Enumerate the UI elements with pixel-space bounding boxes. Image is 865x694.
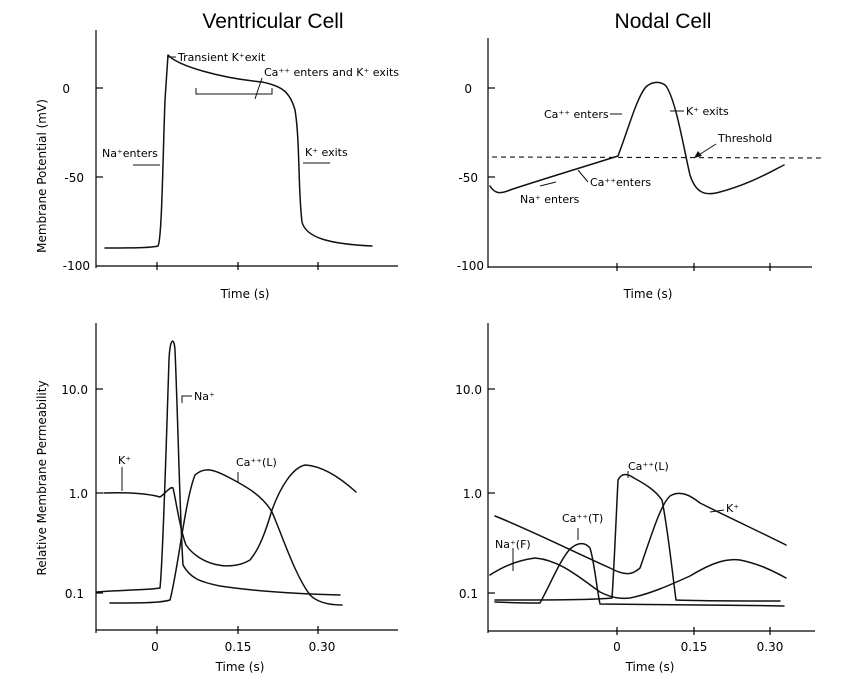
series-k	[494, 492, 787, 575]
panel-top-left: 0 -50 -100 Time (s) Membrane Potential (…	[35, 30, 399, 301]
y-tick-label: -100	[457, 259, 484, 273]
annotation-ca-enters-2: Ca⁺⁺enters	[590, 176, 651, 189]
panel-bottom-left: 10.0 1.0 0.1 0 0.15 0.30 Time (s) Relati…	[35, 323, 398, 674]
y-axis-label: Membrane Potential (mV)	[35, 99, 49, 253]
x-tick-label: 0.30	[309, 640, 336, 654]
label-ca-t: Ca⁺⁺(T)	[562, 512, 603, 525]
leader	[181, 395, 192, 403]
title-nodal: Nodal Cell	[615, 10, 712, 33]
membrane-potential-curve	[104, 54, 373, 249]
label-ca-l: Ca⁺⁺(L)	[236, 456, 277, 469]
series-ca-l	[494, 473, 781, 602]
y-tick-label: 0	[464, 82, 472, 96]
label-ca-l: Ca⁺⁺(L)	[628, 460, 669, 473]
annotation-na-enters: Na⁺enters	[102, 147, 158, 160]
x-tick-label: 0.15	[681, 640, 708, 654]
y-tick-label: 0.1	[459, 587, 478, 601]
x-tick-label: 0.15	[225, 640, 252, 654]
annotation-ca-enters: Ca⁺⁺ enters and K⁺ exits	[264, 66, 399, 79]
y-tick-label: 10.0	[61, 383, 88, 397]
bracket	[195, 88, 273, 95]
panel-bottom-right: 10.0 1.0 0.1 0 0.15 0.30 Time (s) Na⁺(F)…	[455, 323, 815, 674]
label-na: Na⁺	[194, 390, 215, 403]
x-axis-label: Time (s)	[623, 287, 673, 301]
arrow-head	[694, 151, 702, 158]
leader	[709, 509, 725, 513]
series-k	[103, 464, 357, 567]
y-tick-label: 0	[62, 82, 70, 96]
series-ca-t	[494, 542, 785, 607]
series-na	[95, 340, 341, 596]
series-na-f	[489, 557, 787, 600]
leader	[539, 181, 557, 187]
annotation-threshold: Threshold	[717, 132, 772, 145]
membrane-potential-curve	[489, 81, 785, 195]
y-tick-label: 10.0	[455, 383, 482, 397]
x-tick-label: 0	[151, 640, 159, 654]
y-tick-label: -50	[64, 171, 84, 185]
label-k: K⁺	[118, 454, 131, 467]
x-tick-label: 0.30	[757, 640, 784, 654]
title-ventricular: Ventricular Cell	[202, 10, 343, 33]
label-na-f: Na⁺(F)	[495, 538, 531, 551]
annotation-k-exits: K⁺ exits	[305, 146, 348, 159]
y-tick-label: -50	[458, 171, 478, 185]
y-tick-label: 0.1	[65, 587, 84, 601]
y-axis-label: Relative Membrane Permeability	[35, 380, 49, 575]
leader	[577, 169, 589, 183]
x-tick-label: 0	[613, 640, 621, 654]
annotation-transient-k: Transient K⁺exit	[177, 51, 266, 64]
x-axis-label: Time (s)	[220, 287, 270, 301]
y-tick-label: -100	[63, 259, 90, 273]
threshold-line	[491, 156, 823, 159]
label-k: K⁺	[726, 502, 739, 515]
leader	[254, 77, 263, 100]
y-tick-label: 1.0	[463, 487, 482, 501]
y-tick-label: 1.0	[69, 487, 88, 501]
x-axis-label: Time (s)	[625, 660, 675, 674]
x-axis-label: Time (s)	[215, 660, 265, 674]
series-ca-l	[109, 469, 343, 606]
annotation-ca-enters: Ca⁺⁺ enters	[544, 108, 609, 121]
annotation-k-exits: K⁺ exits	[686, 105, 729, 118]
panel-top-right: 0 -50 -100 Time (s) Ca⁺⁺ enters K⁺ exits…	[457, 38, 823, 301]
annotation-na-enters: Na⁺ enters	[520, 193, 580, 206]
